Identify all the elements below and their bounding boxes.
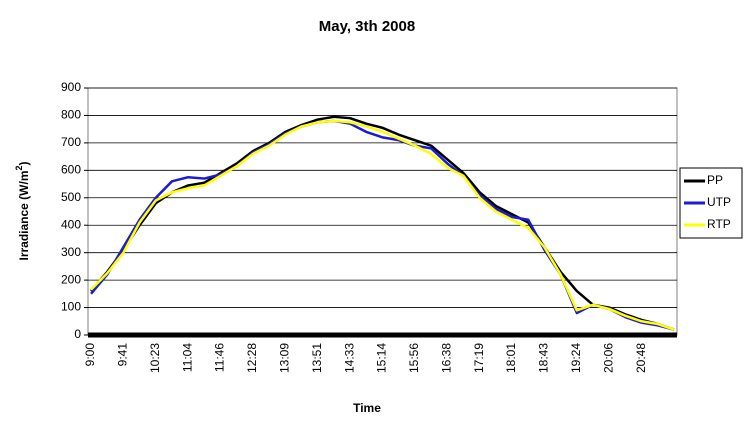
y-tick-label: 0 xyxy=(74,327,81,341)
y-tick-label: 900 xyxy=(61,80,81,94)
plot-area xyxy=(87,87,678,336)
y-tick-label: 800 xyxy=(61,108,81,122)
x-tick-label: 12:28 xyxy=(245,343,259,373)
legend-label: RTP xyxy=(707,217,731,231)
y-axis-title-text: Irradiance (W/m xyxy=(17,170,31,260)
x-tick-label: 20:06 xyxy=(601,343,615,373)
x-tick-label: 18:01 xyxy=(504,343,518,373)
legend-label: PP xyxy=(707,173,723,187)
x-tick-label: 9:41 xyxy=(116,343,130,367)
x-tick-label: 10:23 xyxy=(148,343,162,373)
x-tick-label: 16:38 xyxy=(439,343,453,373)
x-tick-label: 13:09 xyxy=(278,343,292,373)
y-tick-label: 400 xyxy=(61,217,81,231)
series-line xyxy=(90,119,675,331)
x-tick-label: 11:04 xyxy=(180,343,194,372)
y-tick-label: 300 xyxy=(61,245,81,259)
series-line xyxy=(90,115,675,331)
y-tick-label: 700 xyxy=(61,135,81,149)
x-tick-label: 13:51 xyxy=(310,343,324,373)
x-tick-label: 17:19 xyxy=(472,343,486,373)
series-line xyxy=(90,119,675,331)
x-tick-label: 19:24 xyxy=(569,343,583,373)
y-tick-label: 500 xyxy=(61,190,81,204)
x-tick-label: 15:14 xyxy=(375,343,389,373)
y-axis-title-sup: 2 xyxy=(14,165,24,170)
y-tick-label: 200 xyxy=(61,272,81,286)
x-tick-label: 18:43 xyxy=(537,343,551,373)
y-axis-title: Irradiance (W/m2) xyxy=(14,161,31,260)
x-tick-label: 11:46 xyxy=(213,343,227,372)
x-tick-label: 9:00 xyxy=(83,343,97,367)
y-tick-label: 600 xyxy=(61,163,81,177)
x-tick-label: 20:48 xyxy=(634,343,648,373)
chart-title: May, 3th 2008 xyxy=(319,18,415,35)
y-tick-label: 100 xyxy=(61,300,81,314)
legend-label: UTP xyxy=(707,195,731,209)
y-axis-title-end: ) xyxy=(17,161,31,165)
x-tick-label: 14:33 xyxy=(342,343,356,373)
x-axis-title: Time xyxy=(353,401,381,415)
x-tick-label: 15:56 xyxy=(407,343,421,373)
